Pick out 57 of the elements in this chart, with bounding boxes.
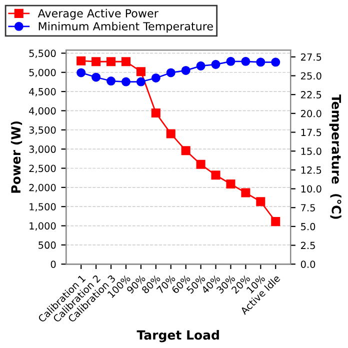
- point: [211, 170, 220, 180]
- point: [121, 57, 130, 66]
- point: [256, 197, 266, 206]
- point: [136, 67, 146, 76]
- point: [226, 179, 236, 188]
- y-tick-label: 5,500: [29, 50, 56, 58]
- y2-tick-label: 15.0: [301, 148, 322, 155]
- y2-tick-label: 2.5: [301, 242, 315, 250]
- y2-tick-label: 7.5: [301, 204, 315, 212]
- y-tick-label: 2,000: [29, 184, 56, 192]
- point: [151, 108, 160, 118]
- point: [76, 56, 86, 66]
- point: [121, 77, 130, 86]
- y2-axis-title: Temperature (°C): [329, 94, 342, 219]
- point: [181, 146, 190, 156]
- y-tick-label: 3,500: [29, 126, 56, 135]
- y2-tick-label: 5.0: [301, 222, 316, 230]
- y-tick-label: 5,000: [29, 68, 56, 78]
- point: [196, 61, 206, 70]
- y2-tick-label: 17.5: [301, 128, 322, 136]
- point: [256, 58, 266, 67]
- y2-tick-label: 27.5: [301, 53, 322, 61]
- y-tick-label: 4,500: [29, 88, 56, 96]
- y-tick-label: 1,500: [30, 203, 56, 212]
- y-tick-label: 4,000: [29, 107, 56, 116]
- point: [166, 68, 176, 78]
- y2-tick-label: 10.0: [301, 185, 322, 193]
- point: [76, 68, 86, 78]
- point: [106, 76, 116, 86]
- point: [166, 129, 176, 138]
- y2-tick-label: 0.0: [300, 260, 316, 268]
- y2-tick-label: 25.0: [301, 72, 322, 80]
- legend-label: Minimum Ambient Temperature: [38, 22, 213, 33]
- y-tick-label: 3,000: [29, 146, 56, 154]
- point: [196, 160, 206, 169]
- y2-tick-label: 12.5: [301, 166, 322, 174]
- point: [226, 56, 236, 66]
- y-tick-label: 2,500: [29, 164, 56, 174]
- point: [271, 217, 280, 226]
- y-tick-label: 1,000: [30, 222, 56, 231]
- point: [92, 57, 101, 66]
- point: [271, 58, 280, 67]
- point: [241, 188, 250, 198]
- y-tick-label: 500: [38, 241, 56, 249]
- point: [211, 60, 220, 69]
- y2-tick-label: 20.0: [301, 110, 322, 118]
- point: [92, 72, 101, 82]
- y-tick-label: 0: [50, 260, 56, 268]
- y-axis-title: Power (W): [10, 121, 22, 193]
- point: [181, 66, 190, 75]
- point: [106, 57, 116, 66]
- y2-tick-label: 22.5: [301, 91, 322, 98]
- legend-label: Average Active Power: [38, 8, 158, 20]
- x-axis-title: Target Load: [136, 330, 219, 342]
- point: [136, 77, 146, 86]
- point: [241, 56, 250, 66]
- point: [151, 73, 160, 83]
